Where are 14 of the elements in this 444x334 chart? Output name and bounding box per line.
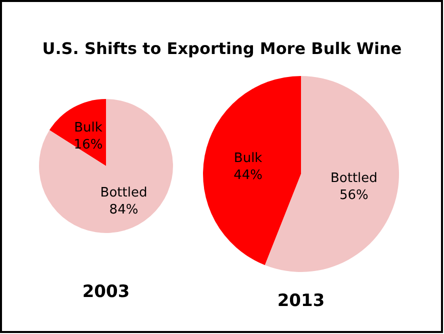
pie-slice <box>39 99 173 233</box>
data-label: 44% <box>234 168 263 183</box>
text: U.S. Shifts to Exporting More Bulk Wine <box>42 39 402 58</box>
slice-label: Bottled <box>100 185 148 200</box>
pie-slice <box>264 76 399 272</box>
text: 2003 <box>82 282 130 302</box>
text: 2013 <box>277 291 325 311</box>
data-label: 56% <box>339 188 368 204</box>
pie-slice <box>203 76 301 266</box>
data-label: 84% <box>109 202 138 218</box>
data-label: 16% <box>74 138 103 153</box>
slice-label: Bulk <box>74 120 103 136</box>
slice-label: Bottled <box>330 171 378 186</box>
slice-label: Bulk <box>234 150 263 166</box>
